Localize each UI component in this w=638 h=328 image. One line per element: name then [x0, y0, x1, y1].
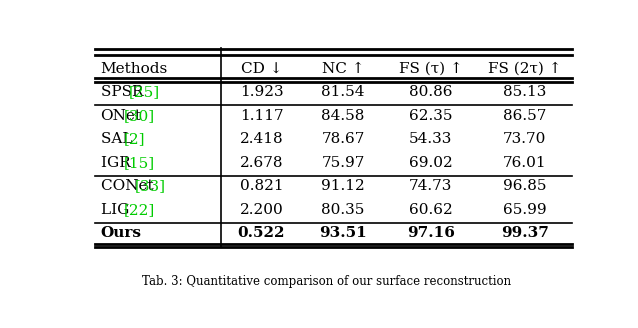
Text: 1.117: 1.117 — [240, 109, 283, 123]
Text: 75.97: 75.97 — [322, 156, 365, 170]
Text: 73.70: 73.70 — [503, 132, 546, 146]
Text: [25]: [25] — [129, 85, 160, 99]
Text: 62.35: 62.35 — [409, 109, 452, 123]
Text: 96.85: 96.85 — [503, 179, 547, 193]
Text: FS (τ) ↑: FS (τ) ↑ — [399, 62, 463, 76]
Text: SPSR: SPSR — [101, 85, 148, 99]
Text: 86.57: 86.57 — [503, 109, 546, 123]
Text: 76.01: 76.01 — [503, 156, 547, 170]
Text: 97.16: 97.16 — [407, 226, 455, 240]
Text: [15]: [15] — [123, 156, 154, 170]
Text: Methods: Methods — [101, 62, 168, 76]
Text: NC ↑: NC ↑ — [322, 62, 364, 76]
Text: 99.37: 99.37 — [501, 226, 549, 240]
Text: 69.02: 69.02 — [409, 156, 453, 170]
Text: 1.923: 1.923 — [240, 85, 283, 99]
Text: 2.678: 2.678 — [240, 156, 283, 170]
Text: CD ↓: CD ↓ — [241, 62, 282, 76]
Text: 54.33: 54.33 — [409, 132, 452, 146]
Text: FS (2τ) ↑: FS (2τ) ↑ — [488, 62, 561, 76]
Text: 81.54: 81.54 — [322, 85, 365, 99]
Text: Ours: Ours — [101, 226, 142, 240]
Text: [33]: [33] — [135, 179, 166, 193]
Text: SAL: SAL — [101, 132, 137, 146]
Text: 93.51: 93.51 — [319, 226, 367, 240]
Text: [2]: [2] — [123, 132, 145, 146]
Text: [30]: [30] — [123, 109, 154, 123]
Text: CONet: CONet — [101, 179, 158, 193]
Text: 91.12: 91.12 — [321, 179, 365, 193]
Text: LIG: LIG — [101, 203, 134, 217]
Text: 65.99: 65.99 — [503, 203, 547, 217]
Text: 2.418: 2.418 — [240, 132, 283, 146]
Text: 78.67: 78.67 — [322, 132, 365, 146]
Text: 2.200: 2.200 — [240, 203, 283, 217]
Text: 80.86: 80.86 — [409, 85, 452, 99]
Text: 0.821: 0.821 — [240, 179, 283, 193]
Text: [22]: [22] — [123, 203, 154, 217]
Text: IGR: IGR — [101, 156, 135, 170]
Text: 85.13: 85.13 — [503, 85, 546, 99]
Text: 0.522: 0.522 — [238, 226, 285, 240]
Text: 80.35: 80.35 — [322, 203, 365, 217]
Text: Tab. 3: Quantitative comparison of our surface reconstruction: Tab. 3: Quantitative comparison of our s… — [142, 275, 512, 288]
Text: 84.58: 84.58 — [322, 109, 365, 123]
Text: ONet: ONet — [101, 109, 142, 123]
Text: 74.73: 74.73 — [409, 179, 452, 193]
Text: 60.62: 60.62 — [409, 203, 453, 217]
